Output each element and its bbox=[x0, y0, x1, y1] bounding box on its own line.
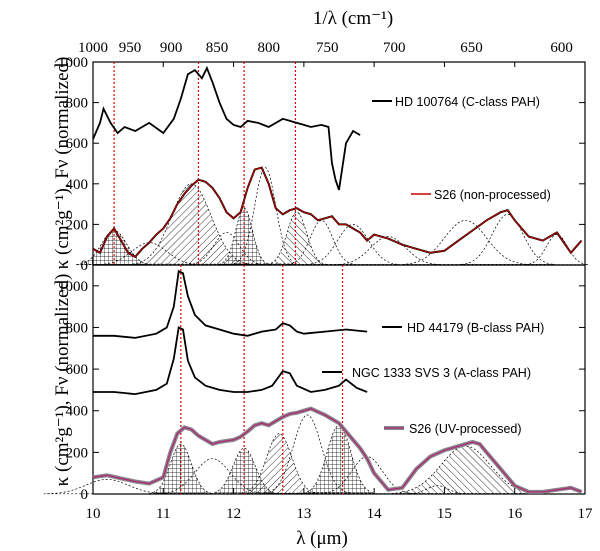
gaussian-component bbox=[402, 219, 529, 265]
legend-s26-nonprocessed: S26 (non-processed) bbox=[411, 188, 551, 202]
legend-hd44179: HD 44179 (B-class PAH) bbox=[382, 321, 544, 335]
series-line bbox=[93, 326, 368, 396]
upper-series bbox=[92, 65, 583, 259]
top-tick-label: 800 bbox=[257, 40, 280, 56]
legend-ngc1333: NGC 1333 SVS 3 (A-class PAH) bbox=[322, 366, 531, 380]
gaussian-component bbox=[241, 433, 318, 494]
y-tick-label: 0 bbox=[81, 487, 89, 503]
x-tick-label: 12 bbox=[226, 506, 241, 522]
upper-y-ticks: 0 200 400 600 800 1000 bbox=[58, 55, 585, 274]
series-line bbox=[92, 407, 582, 493]
x-tick-label: 17 bbox=[578, 506, 594, 522]
series-line bbox=[92, 166, 582, 258]
upper-y-axis-title: κ (cm²g⁻¹), Fν (normalized) bbox=[52, 57, 73, 270]
top-tick-label: 1000 bbox=[78, 40, 108, 56]
gaussian-component bbox=[43, 479, 171, 495]
gaussian-component bbox=[306, 224, 400, 265]
y-tick-label: 1000 bbox=[58, 279, 88, 295]
svg-text:HD 100764 (C-class PAH): HD 100764 (C-class PAH) bbox=[395, 95, 540, 109]
top-tick-label: 850 bbox=[206, 40, 229, 56]
gaussian-component bbox=[391, 445, 540, 494]
series-line bbox=[93, 269, 368, 339]
x-tick-label: 16 bbox=[507, 506, 523, 522]
gaussian-component bbox=[188, 232, 265, 265]
top-tick-label: 900 bbox=[160, 40, 183, 56]
gaussian-component bbox=[287, 219, 356, 265]
upper-panel: 0 200 400 600 800 1000 κ (cm²g⁻¹), Fν (normal… bbox=[52, 55, 589, 274]
y-tick-label: 0 bbox=[81, 258, 89, 274]
y-tick-label: 800 bbox=[66, 96, 89, 112]
gaussian-component bbox=[218, 207, 270, 265]
top-tick-label: 950 bbox=[119, 40, 142, 56]
series-line bbox=[92, 65, 361, 191]
x-tick-label: 15 bbox=[437, 506, 452, 522]
lower-reference-lines bbox=[180, 265, 344, 494]
lower-series bbox=[92, 269, 583, 494]
top-tick-label: 600 bbox=[550, 40, 573, 56]
top-axis-title: 1/λ (cm⁻¹) bbox=[313, 8, 393, 29]
y-tick-label: 400 bbox=[66, 404, 89, 420]
gaussian-component bbox=[461, 213, 555, 265]
lower-y-axis-title: κ (cm²g⁻¹), Fν (normalized) bbox=[52, 274, 73, 487]
x-tick-label: 14 bbox=[367, 506, 383, 522]
y-tick-label: 200 bbox=[66, 217, 89, 233]
svg-text:S26 (UV-processed): S26 (UV-processed) bbox=[409, 422, 522, 436]
gaussian-component bbox=[405, 485, 469, 495]
svg-text:HD 44179 (B-class PAH): HD 44179 (B-class PAH) bbox=[407, 321, 544, 335]
y-tick-label: 600 bbox=[66, 362, 89, 378]
x-tick-label: 11 bbox=[156, 506, 170, 522]
gaussian-component bbox=[267, 211, 327, 265]
top-tick-label: 650 bbox=[460, 40, 483, 56]
x-tick-label: 10 bbox=[86, 506, 101, 522]
x-axis-title: λ (μm) bbox=[296, 528, 348, 549]
y-tick-label: 400 bbox=[66, 177, 89, 193]
svg-text:S26 (non-processed): S26 (non-processed) bbox=[434, 188, 551, 202]
y-tick-label: 800 bbox=[66, 320, 89, 336]
gaussian-component bbox=[149, 443, 213, 494]
x-axis-ticks: 10 11 12 13 14 15 16 17 bbox=[86, 62, 594, 522]
y-tick-label: 600 bbox=[66, 136, 89, 152]
lower-gaussian-components bbox=[43, 414, 540, 495]
top-axis-ticks: 1000 950 900 850 800 750 700 650 600 bbox=[78, 40, 573, 56]
legend-s26-uv: S26 (UV-processed) bbox=[384, 422, 522, 436]
top-tick-label: 750 bbox=[316, 40, 339, 56]
x-tick-label: 13 bbox=[296, 506, 311, 522]
lower-y-ticks: 0 200 400 600 800 1000 bbox=[58, 279, 585, 503]
svg-text:NGC 1333 SVS 3 (A-class PAH): NGC 1333 SVS 3 (A-class PAH) bbox=[352, 366, 531, 380]
y-tick-label: 200 bbox=[66, 445, 89, 461]
top-tick-label: 700 bbox=[383, 40, 406, 56]
upper-reference-lines bbox=[113, 62, 297, 265]
gaussian-component bbox=[303, 424, 375, 494]
lower-panel: 0 200 400 600 800 1000 κ (cm²g⁻¹), Fν (normal… bbox=[43, 264, 586, 503]
legend-hd100764: HD 100764 (C-class PAH) bbox=[372, 95, 540, 109]
gaussian-component bbox=[525, 234, 589, 266]
y-tick-label: 1000 bbox=[58, 55, 88, 71]
lower-panel-frame bbox=[92, 264, 586, 495]
